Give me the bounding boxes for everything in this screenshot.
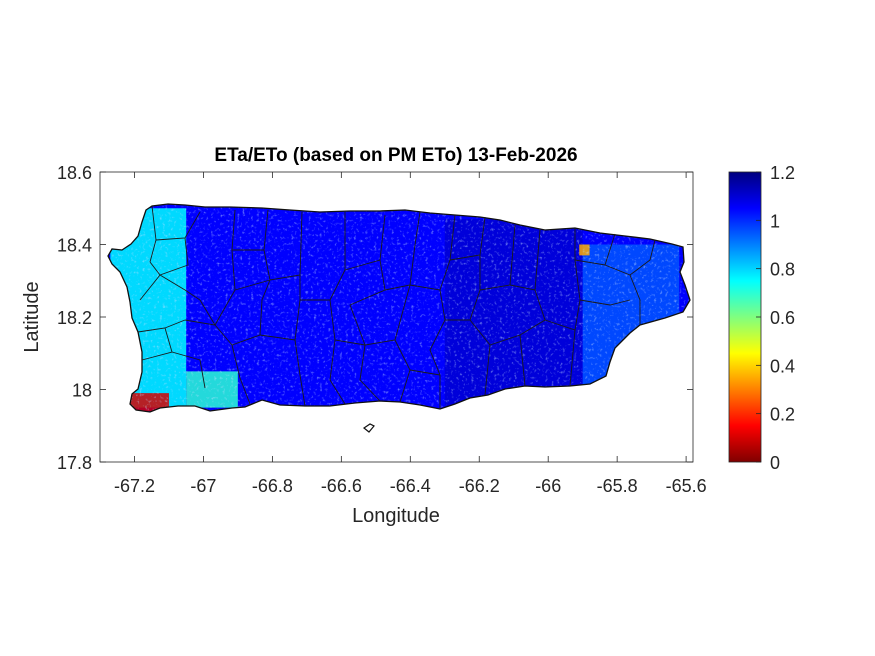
- municipality-boundary: [409, 214, 456, 291]
- municipality-boundary: [604, 239, 656, 276]
- chart-title: ETa/ETo (based on PM ETo) 13-Feb-2026: [214, 145, 577, 166]
- y-axis-ticks: 17.8 18 18.2 18.4 18.6: [57, 163, 693, 473]
- municipality-boundary: [429, 319, 446, 409]
- x-tick-label: -67: [190, 476, 216, 496]
- colorbar: 0 0.2 0.4 0.6 0.8 1 1.2: [728, 163, 795, 473]
- municipality-boundary: [159, 237, 189, 276]
- colorbar-tick-label: 0.4: [770, 356, 795, 376]
- municipality-boundaries: [137, 205, 656, 409]
- x-tick-label: -66.4: [390, 476, 431, 496]
- colorbar-tick-label: 1.2: [770, 163, 795, 183]
- municipality-boundary: [231, 279, 271, 346]
- municipality-boundary: [159, 274, 201, 301]
- x-axis-ticks: -67.2 -67 -66.8 -66.6 -66.4 -66.2 -66 -65.8 -65.…: [114, 172, 707, 496]
- y-tick-label: 18.4: [57, 236, 92, 256]
- colorbar-tick-label: 0: [770, 453, 780, 473]
- municipality-boundary: [234, 279, 271, 291]
- municipality-boundary: [489, 289, 546, 346]
- municipality-boundary: [409, 369, 441, 376]
- plot-area: -67.2 -67 -66.8 -66.6 -66.4 -66.2 -66 -65.8 -65.…: [57, 163, 707, 496]
- x-tick-label: -66.2: [459, 476, 500, 496]
- municipality-boundary: [519, 334, 526, 387]
- municipality-boundary: [384, 211, 421, 291]
- x-tick-label: -66.8: [252, 476, 293, 496]
- colorbar-tick-label: 0.2: [770, 405, 795, 425]
- municipality-boundary: [231, 344, 251, 405]
- municipality-boundary: [329, 339, 346, 405]
- colorbar-ticks: 0 0.2 0.4 0.6 0.8 1 1.2: [756, 163, 795, 473]
- y-tick-label: 17.8: [57, 453, 92, 473]
- island-heatmap: [108, 204, 690, 412]
- x-tick-label: -67.2: [114, 476, 155, 496]
- island-coastline: [107, 203, 691, 413]
- x-axis-label: Longitude: [352, 505, 440, 527]
- municipality-boundary: [579, 299, 631, 306]
- municipality-boundary: [294, 339, 306, 407]
- x-tick-label: -65.8: [597, 476, 638, 496]
- y-tick-label: 18.2: [57, 308, 92, 328]
- municipality-boundary: [199, 299, 216, 326]
- municipality-boundary: [214, 209, 236, 326]
- colorbar-tick-label: 0.8: [770, 260, 795, 280]
- municipality-boundary: [263, 211, 303, 281]
- colorbar-tick-label: 1: [770, 211, 780, 231]
- municipality-boundary: [171, 351, 206, 389]
- colorbar-tick-label: 0.6: [770, 308, 795, 328]
- y-tick-label: 18.6: [57, 163, 92, 183]
- municipality-boundary: [629, 274, 641, 325]
- municipality-boundary: [359, 344, 381, 402]
- municipality-boundary: [569, 329, 576, 387]
- y-axis-label: Latitude: [21, 281, 43, 352]
- x-tick-label: -66: [535, 476, 561, 496]
- islet-outline: [362, 423, 375, 433]
- y-tick-label: 18: [72, 381, 92, 401]
- colorbar-gradient: [728, 171, 762, 463]
- x-tick-label: -66.6: [321, 476, 362, 496]
- x-tick-label: -65.6: [666, 476, 707, 496]
- municipality-boundary: [349, 304, 366, 346]
